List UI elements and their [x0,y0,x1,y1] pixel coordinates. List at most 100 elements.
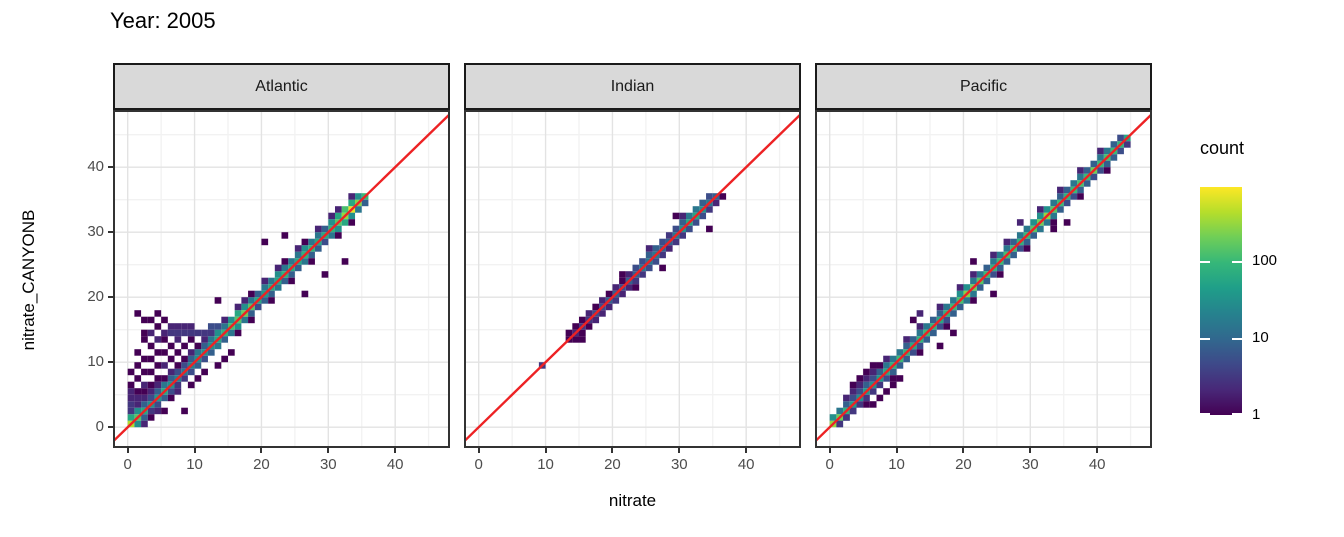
count-bin [294,264,302,272]
count-bin [1123,141,1131,148]
count-bin [1003,258,1011,265]
count-bin [1077,167,1084,174]
count-bin [876,368,884,376]
count-bin [228,349,235,356]
count-bin [201,368,208,376]
count-bin [161,316,168,324]
count-bin [261,297,269,304]
legend-tick [1232,260,1242,263]
count-bin [1070,180,1078,187]
count-bin [161,329,168,337]
y-tick-label: 20 [87,288,104,306]
facet-strip: Atlantic [113,63,450,110]
count-bin [214,297,222,304]
count-bin [187,381,195,389]
count-bin [181,355,188,363]
count-bin [308,258,315,265]
count-bin [174,329,182,337]
count-bin [214,362,222,369]
y-tick-label: 30 [87,223,104,241]
count-bin [876,362,884,369]
count-bin [990,271,997,278]
count-bin [141,329,148,337]
count-bin [161,375,168,382]
count-bin [147,355,155,363]
count-bin [341,206,349,213]
count-bin [889,381,897,389]
count-bin [1036,212,1044,220]
count-bin [274,264,282,272]
count-bin [956,303,964,311]
count-bin [154,336,162,343]
count-bin [672,238,680,246]
count-bin [181,407,188,415]
count-bin [187,349,195,356]
count-bin [241,297,249,304]
count-bin [665,245,673,252]
y-tick-label: 40 [87,158,104,176]
count-bin [883,375,890,382]
x-tick-label: 0 [474,456,483,473]
count-bin [147,407,155,415]
y-axis-tick [108,296,113,299]
x-axis-tick [394,448,397,453]
facet-strip-label: Indian [610,77,655,95]
count-bin [1090,173,1098,181]
count-bin [348,219,356,226]
count-bin [281,258,289,265]
count-bin [161,362,168,369]
count-bin [154,381,162,389]
count-bin [274,284,282,291]
count-bin [221,355,229,363]
count-bin [321,238,329,246]
count-bin [268,277,275,285]
count-bin [863,375,870,382]
count-bin [134,362,142,369]
count-bin [996,271,1004,278]
count-bin [1023,245,1031,252]
y-axis-tick [108,166,113,169]
count-bin [936,323,944,330]
count-bin [141,414,148,421]
count-bin [1043,206,1051,213]
x-tick-label: 40 [737,456,755,473]
facet-strip-label: Atlantic [255,77,308,95]
count-bin [174,381,182,389]
count-bin [863,368,870,376]
count-bin [856,381,864,389]
panel-canvas-atlantic [113,110,450,448]
x-axis-tick [193,448,196,453]
count-bin [970,277,977,285]
count-bin [632,264,640,272]
count-bin [167,394,175,402]
count-bin [1063,199,1071,207]
count-bin [201,342,208,350]
count-bin [187,355,195,363]
count-bin [334,232,342,239]
count-bin [896,362,904,369]
count-bin [916,310,924,317]
count-bin [147,316,155,324]
count-bin [849,388,857,395]
count-bin [1003,245,1011,252]
count-bin [1077,186,1084,194]
count-bin [147,394,155,402]
count-bin [348,193,356,200]
count-bin [1003,238,1011,246]
count-bin [161,349,168,356]
count-bin [1110,141,1118,148]
x-axis-tick [126,448,129,453]
count-bin [321,225,329,233]
x-tick-label: 20 [253,456,270,473]
count-bin [141,388,148,395]
count-bin [127,394,135,402]
count-bin [288,258,295,265]
legend-tick [1200,337,1210,340]
count-bin [141,381,148,389]
count-bin [849,407,857,415]
count-bin [1030,232,1037,239]
x-axis-tick [1029,448,1032,453]
count-bin [639,271,646,278]
count-bin [983,277,991,285]
count-bin [916,342,924,350]
